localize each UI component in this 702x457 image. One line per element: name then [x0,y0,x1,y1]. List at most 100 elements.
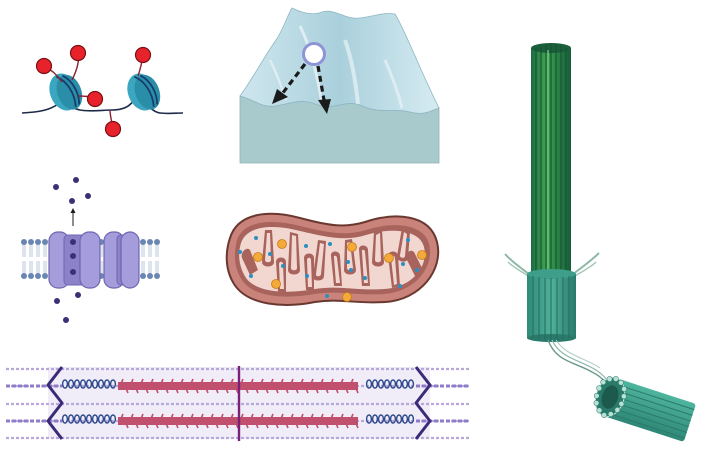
myosin-head [164,385,169,394]
myosin-head [139,378,144,387]
lipid-head [147,239,153,245]
myosin-head [299,378,304,387]
titin-coil [67,379,75,389]
myosin-head [199,378,204,387]
titin-coil [97,379,105,389]
myosin-head [309,413,314,422]
myosin-head [304,385,309,394]
myosin-head [169,413,174,422]
lipid-head [28,239,34,245]
titin-coil [73,414,81,424]
myosin-head [154,385,159,394]
lipid-head [154,273,160,279]
myosin-head [189,378,194,387]
myosin-head [184,420,189,429]
channel-subunit [79,231,101,289]
myosin-head [344,385,349,394]
titin-coil [401,379,409,389]
myosin-head [224,420,229,429]
myosin-head [269,413,274,422]
myosin-head [149,378,154,387]
connecting-fiber [551,339,609,383]
ion-particle [70,269,76,275]
myosin-head [214,385,219,394]
landscape-ridge [343,39,360,105]
myosin-head [264,385,269,394]
z-disc-left [46,366,64,440]
lipid-head [21,239,27,245]
lipid-head [35,273,41,279]
myosin-head [344,420,349,429]
myosin-head [284,420,289,429]
microtubule-cross-section [593,376,696,442]
myosin-head [159,413,164,422]
myosin-head [164,420,169,429]
myosin-head [289,413,294,422]
myosin-head [209,378,214,387]
titin-coil [79,379,87,389]
myosin-head [249,378,254,387]
blue-particles [238,236,419,298]
myosin-head [309,378,314,387]
titin-coil [383,379,391,389]
sarcomere-icon [6,366,470,441]
titin-coil [383,414,391,424]
myosin-head [149,413,154,422]
myosin-head [124,420,129,429]
myosin-head [339,378,344,387]
titin-coil [73,379,81,389]
myosin-head [134,420,139,429]
lipid-head [140,273,146,279]
microtubule-icon [504,43,696,442]
myosin-head [224,385,229,394]
arrow-left [280,63,307,95]
myosin-head [319,378,324,387]
arrow-down-head [318,99,331,114]
titin-coil [377,414,385,424]
landscape-ridge [383,59,404,109]
myosin-head [319,413,324,422]
modification-marker [104,120,122,138]
ion-particle [75,292,81,298]
myosin-head [329,413,334,422]
myosin-head [349,378,354,387]
ion-particle [53,184,59,190]
myosin-head [329,378,334,387]
nucleosome-icon [127,73,161,111]
titin-coil [109,414,117,424]
myosin-head [174,385,179,394]
titin-coil [79,414,87,424]
myosin-head [214,420,219,429]
myosin-head [144,385,149,394]
myosin-head [154,420,159,429]
modification-marker [86,90,104,108]
myosin-head [324,420,329,429]
titin-coil [97,414,105,424]
titin-coil [371,414,379,424]
myosin-head [339,413,344,422]
protofilament-lines [532,276,570,340]
modification-marker [35,57,53,75]
myosin-head [179,378,184,387]
nucleosome-icon [49,73,83,111]
titin-coil [109,379,117,389]
ion-particle [54,298,60,304]
myosin-head [179,413,184,422]
myosin-head [314,420,319,429]
energy-landscape-icon [239,7,440,164]
myosin-head [244,385,249,394]
myosin-head [334,385,339,394]
myosin-head [219,378,224,387]
titin-coil [395,379,403,389]
z-disc-right [414,366,432,440]
myosin-head [144,420,149,429]
titin-coil [85,379,93,389]
myosin-head [134,385,139,394]
myosin-head [294,420,299,429]
myosin-head [354,385,359,394]
titin-coil [365,414,373,424]
myosin-head [279,413,284,422]
myosin-head [204,385,209,394]
ion-particle [69,198,75,204]
titin-coil [401,414,409,424]
